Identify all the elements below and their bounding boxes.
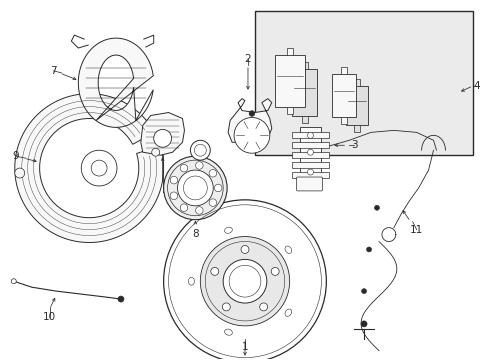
Bar <box>291 132 328 138</box>
Circle shape <box>259 303 267 311</box>
Bar <box>301 117 307 123</box>
FancyBboxPatch shape <box>296 177 322 191</box>
Circle shape <box>307 132 313 138</box>
Text: 8: 8 <box>192 229 198 239</box>
Bar <box>291 172 328 178</box>
Bar <box>353 125 359 132</box>
Polygon shape <box>15 94 163 243</box>
Circle shape <box>153 129 171 147</box>
Bar <box>286 48 292 55</box>
Bar <box>301 62 307 69</box>
Circle shape <box>195 207 203 214</box>
Bar <box>341 117 346 125</box>
Ellipse shape <box>188 277 194 285</box>
Circle shape <box>307 149 313 155</box>
Circle shape <box>209 170 216 177</box>
Circle shape <box>271 267 279 275</box>
Bar <box>353 79 359 86</box>
Text: 7: 7 <box>50 66 57 76</box>
Circle shape <box>151 148 160 156</box>
Bar <box>254 11 472 155</box>
Circle shape <box>180 165 187 172</box>
Text: 10: 10 <box>43 312 56 322</box>
Circle shape <box>366 247 371 252</box>
Circle shape <box>374 205 379 210</box>
Text: 3: 3 <box>350 140 357 150</box>
Circle shape <box>163 156 226 220</box>
Text: 2: 2 <box>244 54 251 64</box>
Circle shape <box>234 117 269 153</box>
Text: 11: 11 <box>409 225 423 235</box>
Circle shape <box>177 170 213 206</box>
Circle shape <box>15 168 25 178</box>
Circle shape <box>210 267 218 275</box>
Circle shape <box>361 289 366 294</box>
Polygon shape <box>78 38 153 127</box>
Circle shape <box>360 321 366 327</box>
Circle shape <box>249 111 254 116</box>
Bar <box>341 67 346 74</box>
Text: 5: 5 <box>182 195 188 205</box>
Circle shape <box>180 204 187 211</box>
Circle shape <box>214 184 222 192</box>
Bar <box>291 152 328 158</box>
Circle shape <box>195 162 203 169</box>
Circle shape <box>81 150 117 186</box>
Text: 4: 4 <box>472 81 479 91</box>
Ellipse shape <box>285 309 291 316</box>
Circle shape <box>307 169 313 175</box>
Polygon shape <box>141 113 184 155</box>
Circle shape <box>163 200 325 360</box>
Bar <box>299 127 321 182</box>
Bar <box>274 55 304 107</box>
Ellipse shape <box>285 246 291 253</box>
Circle shape <box>241 246 248 253</box>
Text: 6: 6 <box>185 195 191 205</box>
Ellipse shape <box>224 227 232 233</box>
Bar <box>332 74 355 117</box>
Bar <box>291 142 328 148</box>
Circle shape <box>190 140 210 160</box>
Circle shape <box>200 237 289 326</box>
Circle shape <box>11 279 16 284</box>
Text: 9: 9 <box>12 151 19 161</box>
Ellipse shape <box>224 329 232 335</box>
Bar <box>291 162 328 168</box>
Bar <box>286 107 292 113</box>
Circle shape <box>223 260 266 303</box>
Text: 1: 1 <box>241 342 248 352</box>
Circle shape <box>222 303 230 311</box>
Circle shape <box>170 192 177 199</box>
Circle shape <box>118 296 123 302</box>
Bar <box>291 69 317 117</box>
Polygon shape <box>228 99 271 145</box>
Bar <box>346 86 367 125</box>
Circle shape <box>170 176 177 184</box>
Circle shape <box>209 199 216 206</box>
